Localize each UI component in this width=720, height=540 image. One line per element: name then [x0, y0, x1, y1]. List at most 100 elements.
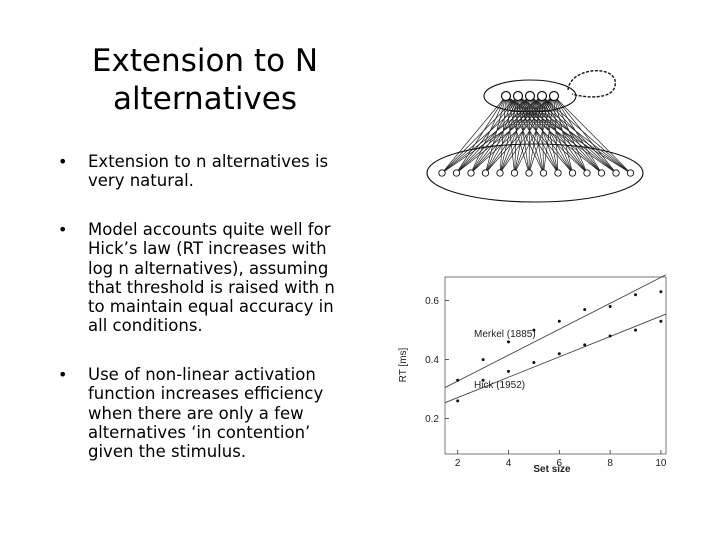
series-label-hick: Hick (1952) — [474, 380, 525, 391]
decision-units — [500, 90, 560, 102]
input-unit-node — [568, 169, 577, 177]
bullet-dot: • — [58, 220, 68, 239]
connection-line — [441, 95, 507, 174]
connection-line — [553, 95, 559, 174]
title-line-1: Extension to N — [91, 43, 319, 79]
y-tick-label: 0.4 — [425, 355, 439, 366]
connection-line — [529, 95, 588, 174]
bullet-dot: • — [58, 365, 68, 384]
connection-line — [499, 95, 555, 174]
data-point — [557, 352, 561, 356]
recurrent-loop — [567, 70, 616, 98]
title-line-2: alternatives — [112, 81, 298, 117]
fit-line-1 — [444, 313, 667, 404]
input-unit-node — [525, 169, 533, 177]
rt-chart: 2 4 6 8 10 0.2 0.4 0.6 Merkel (1885) Hick (1952… — [398, 274, 667, 475]
input-units — [438, 169, 635, 177]
data-point — [507, 340, 511, 344]
connection-line — [470, 95, 531, 174]
data-point — [659, 319, 663, 323]
connection-line — [456, 95, 543, 174]
bullet-3-line-3: when there are only a few — [88, 403, 304, 423]
bullet-2-line-2: Hick’s law (RT increases with — [88, 239, 327, 259]
axis-ticks — [445, 300, 662, 454]
input-unit-node — [496, 169, 504, 177]
bullet-2-line-3: log n alternatives), assuming — [88, 258, 329, 278]
decision-unit-node — [500, 90, 512, 102]
x-tick-label: 8 — [607, 458, 613, 469]
bullet-2-line-5: to maintain equal accuracy in — [88, 297, 334, 317]
connection-line — [456, 95, 519, 174]
input-unit-node — [467, 169, 475, 177]
bullet-1-line-2: very natural. — [88, 171, 194, 191]
x-axis-label: Set size — [533, 464, 571, 475]
data-point — [481, 378, 485, 382]
x-tick-label: 10 — [655, 458, 667, 469]
bullet-item-3: • Use of non-linear activation function … — [58, 365, 398, 461]
data-point — [659, 290, 663, 294]
network-diagram — [426, 70, 644, 203]
connection-line — [553, 95, 617, 174]
input-unit-node — [626, 169, 635, 177]
connection-line — [485, 95, 555, 174]
slide-title: Extension to N alternatives — [40, 42, 370, 118]
connection-line — [470, 95, 519, 174]
connection-line — [456, 95, 507, 174]
fit-lines — [444, 274, 667, 404]
data-point — [583, 307, 587, 311]
bullet-3-line-2: function increases efficiency — [88, 384, 324, 404]
x-tick-label: 4 — [506, 458, 512, 469]
data-point — [634, 328, 638, 332]
connection-line — [541, 95, 617, 174]
connection-line — [441, 95, 555, 174]
input-unit-node — [452, 169, 461, 177]
y-tick-label: 0.6 — [425, 296, 439, 307]
input-unit-node — [510, 169, 519, 177]
bullet-2-line-6: all conditions. — [88, 316, 203, 336]
input-unit-node — [554, 169, 562, 177]
bullet-3-line-4: alternatives ‘in contention’ — [88, 422, 311, 442]
connection-line — [528, 95, 555, 174]
input-unit-node — [583, 169, 591, 177]
x-tick-label: 6 — [557, 458, 563, 469]
data-point — [608, 334, 612, 338]
connection-line — [517, 95, 631, 174]
bullet-item-2: • Model accounts quite well for Hick’s l… — [58, 220, 398, 336]
connection-line — [485, 95, 543, 174]
input-layer-ellipse — [426, 143, 644, 203]
decision-unit-node — [548, 90, 560, 102]
input-unit-node — [438, 169, 446, 177]
data-point — [583, 343, 587, 347]
tick-labels: 2 4 6 8 10 0.2 0.4 0.6 — [425, 296, 667, 469]
connection-line — [470, 95, 543, 174]
input-unit-node — [481, 169, 490, 177]
decision-unit-node — [524, 90, 536, 102]
input-unit-node — [539, 169, 548, 177]
connection-line — [441, 95, 543, 174]
data-point — [481, 358, 485, 362]
fit-line-0 — [444, 274, 667, 388]
decision-unit-node — [512, 90, 524, 102]
decision-unit-node — [536, 90, 548, 102]
y-axis-label: RT [ms] — [398, 347, 409, 382]
data-point — [608, 305, 612, 308]
data-points — [456, 290, 663, 403]
connection-line — [441, 95, 531, 174]
connection-line — [514, 95, 555, 174]
bullet-2-line-1: Model accounts quite well for — [88, 220, 331, 239]
data-point — [532, 361, 536, 365]
data-point — [456, 399, 460, 403]
connection-line — [553, 95, 588, 174]
plot-frame — [444, 276, 667, 455]
network-connections — [441, 95, 631, 174]
input-unit-node — [597, 169, 606, 177]
y-tick-label: 0.2 — [425, 414, 439, 425]
connection-line — [543, 95, 555, 174]
series-label-merkel: Merkel (1885) — [474, 329, 536, 340]
x-tick-label: 2 — [455, 458, 461, 469]
connection-line — [553, 95, 631, 174]
bullet-item-1: • Extension to n alternatives is very na… — [58, 152, 398, 191]
data-point — [557, 319, 561, 323]
connection-line — [485, 95, 519, 174]
data-point — [634, 293, 638, 297]
